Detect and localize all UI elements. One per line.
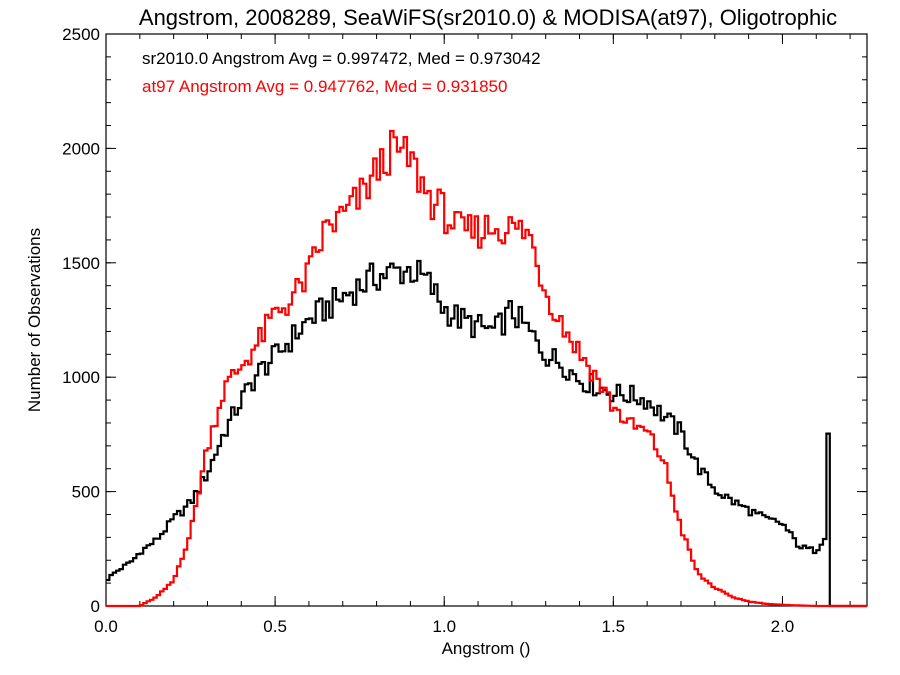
y-tick-label: 2500 <box>62 25 100 44</box>
series-lines <box>106 129 867 608</box>
plot-frame <box>105 33 868 607</box>
y-tick-label: 2000 <box>62 139 100 158</box>
y-tick-label: 1500 <box>62 254 100 273</box>
y-tick-label: 1000 <box>62 368 100 387</box>
series-line-0 <box>106 259 867 608</box>
chart-title: Angstrom, 2008289, SeaWiFS(sr2010.0) & M… <box>139 5 837 30</box>
x-tick-label: 1.5 <box>602 617 626 636</box>
annotation-sr2010: sr2010.0 Angstrom Avg = 0.997472, Med = … <box>142 49 541 68</box>
annotation-at97: at97 Angstrom Avg = 0.947762, Med = 0.93… <box>142 77 507 96</box>
x-tick-label: 0.5 <box>263 617 287 636</box>
x-axis-label: Angstrom () <box>442 639 531 658</box>
series-line-1 <box>106 129 867 608</box>
x-tick-label: 0.0 <box>94 617 118 636</box>
x-tick-label: 2.0 <box>771 617 795 636</box>
y-axis-label: Number of Observations <box>25 228 44 412</box>
x-tick-label: 1.0 <box>432 617 456 636</box>
y-tick-label: 0 <box>91 597 100 616</box>
axis-ticks: 0.0 0.5 1.0 1.5 2.0 0 500 1000 1500 2000 2500 <box>62 25 867 636</box>
y-tick-label: 500 <box>72 483 100 502</box>
